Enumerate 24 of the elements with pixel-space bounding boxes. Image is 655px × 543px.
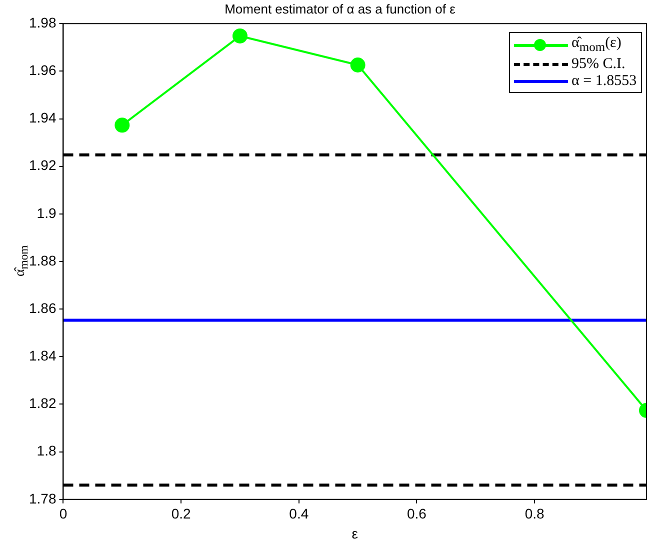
legend-label: 95% C.I. xyxy=(572,56,626,73)
y-tick-label: 1.94 xyxy=(29,110,56,126)
x-tick-label: 0 xyxy=(59,506,68,522)
x-tick-label: 0.4 xyxy=(289,506,309,522)
y-tick-label: 1.78 xyxy=(29,490,56,506)
point xyxy=(232,28,248,44)
y-tick-label: 1.98 xyxy=(29,14,56,30)
y-tick-label: 1.8 xyxy=(36,442,56,459)
legend-label: α̂$_{mom}$(ε) xyxy=(572,34,622,56)
y-tick-label: 1.92 xyxy=(29,157,56,174)
x-tick-label: 0.8 xyxy=(524,506,545,522)
y-tick-label: 1.88 xyxy=(29,252,56,268)
x-tick-label: 0.6 xyxy=(407,506,427,522)
x-axis-title: ε xyxy=(352,525,358,542)
point xyxy=(114,118,130,133)
legend-label: α = 1.8553 xyxy=(572,72,637,90)
x-tick-label: 0.2 xyxy=(171,506,192,522)
chart-title: Moment estimator of α as a function of ε xyxy=(224,1,456,16)
y-tick-label: 1.86 xyxy=(29,300,56,316)
point xyxy=(350,57,366,72)
y-tick-label: 1.9 xyxy=(36,204,56,221)
y-tick-label: 1.82 xyxy=(29,395,56,412)
y-tick-label: 1.96 xyxy=(29,62,56,78)
y-tick-label: 1.84 xyxy=(29,348,56,364)
